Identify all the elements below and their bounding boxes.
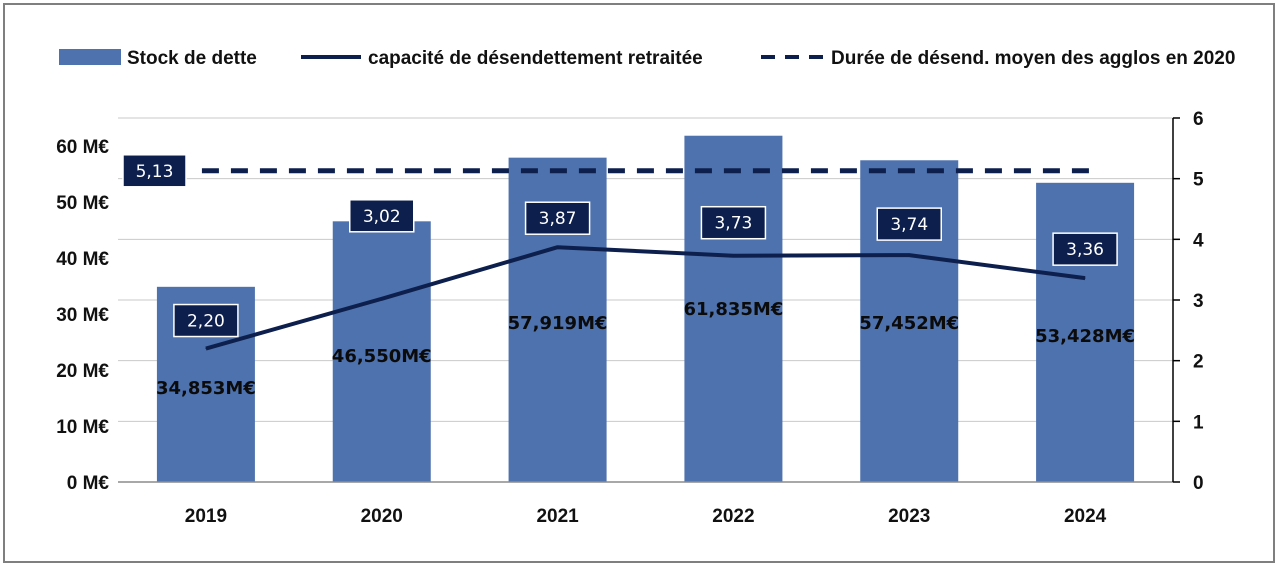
left-tick-label: 30 M€ <box>56 305 109 326</box>
legend-label-duree-moyenne: Durée de désend. moyen des agglos en 202… <box>831 48 1235 69</box>
x-tick-label: 2020 <box>361 506 403 527</box>
capacity-point-2021 <box>557 246 559 248</box>
right-tick-label: 5 <box>1193 170 1204 191</box>
bar-value-label-2019: 34,853M€ <box>156 378 256 399</box>
data-labels: 5,13 2,20 3,02 3,87 3,73 3,74 3,36 34,853M€ 46,5… <box>122 154 1135 399</box>
capacity-value-box-2020 <box>349 199 415 233</box>
right-tick-label: 3 <box>1193 291 1204 312</box>
capacity-value-label-2019: 2,20 <box>187 312 225 332</box>
right-tick-label: 1 <box>1193 412 1204 433</box>
capacity-value-label-2020: 3,02 <box>363 207 401 227</box>
bar-value-label-2021: 57,919M€ <box>508 313 608 334</box>
right-tick-label: 0 <box>1193 473 1204 494</box>
right-tick-label: 2 <box>1193 352 1204 373</box>
capacity-point-2023 <box>908 254 910 256</box>
x-tick-label: 2023 <box>888 506 930 527</box>
capacity-point-2024 <box>1084 277 1086 279</box>
legend-label-capacite: capacité de désendettement retraitée <box>368 48 703 69</box>
bar-value-label-2024: 53,428M€ <box>1035 326 1135 347</box>
x-tick-label: 2024 <box>1064 506 1107 527</box>
capacity-value-label-2021: 3,87 <box>539 209 577 229</box>
combo-chart: Stock de dette capacité de désendettemen… <box>56 48 1235 527</box>
bar-value-label-2022: 61,835M€ <box>683 299 783 320</box>
capacity-point-2020 <box>381 298 383 300</box>
bar-value-label-2023: 57,452M€ <box>859 313 959 334</box>
left-tick-label: 20 M€ <box>56 361 109 382</box>
bar-value-label-2020: 46,550M€ <box>332 346 432 367</box>
right-tick-label: 6 <box>1193 109 1204 130</box>
left-tick-label: 10 M€ <box>56 417 109 438</box>
bar-2020 <box>332 221 431 482</box>
capacity-value-box-2019 <box>173 303 239 338</box>
capacity-value-label-2023: 3,74 <box>890 215 928 235</box>
capacity-line <box>205 245 1086 351</box>
average-value-box <box>122 154 187 188</box>
legend-label-stock-de-dette: Stock de dette <box>127 48 257 69</box>
capacity-line-path <box>205 245 1086 351</box>
capacity-value-box-2021 <box>524 201 591 235</box>
left-tick-label: 0 M€ <box>67 473 110 494</box>
left-tick-label: 50 M€ <box>56 193 109 214</box>
gridlines <box>118 117 1173 422</box>
legend: Stock de dette capacité de désendettemen… <box>59 48 1235 69</box>
chart-frame: Stock de dette capacité de désendettemen… <box>3 3 1275 563</box>
x-tick-label: 2019 <box>185 506 227 527</box>
right-tick-label: 4 <box>1193 230 1204 251</box>
bars <box>156 135 1135 482</box>
left-tick-label: 60 M€ <box>56 137 109 158</box>
left-tick-label: 40 M€ <box>56 249 109 270</box>
capacity-point-2022 <box>732 255 734 257</box>
legend-swatch-stock-de-dette <box>59 49 121 65</box>
capacity-value-box-2024 <box>1052 232 1118 266</box>
average-value-label: 5,13 <box>136 162 174 182</box>
capacity-value-label-2022: 3,73 <box>714 214 752 234</box>
capacity-value-box-2022 <box>700 205 767 240</box>
capacity-point-2019 <box>205 348 207 350</box>
x-tick-label: 2022 <box>712 506 754 527</box>
capacity-value-box-2023 <box>876 207 942 241</box>
capacity-value-label-2024: 3,36 <box>1066 240 1104 260</box>
x-tick-label: 2021 <box>536 506 579 527</box>
bar-2022 <box>684 135 783 482</box>
